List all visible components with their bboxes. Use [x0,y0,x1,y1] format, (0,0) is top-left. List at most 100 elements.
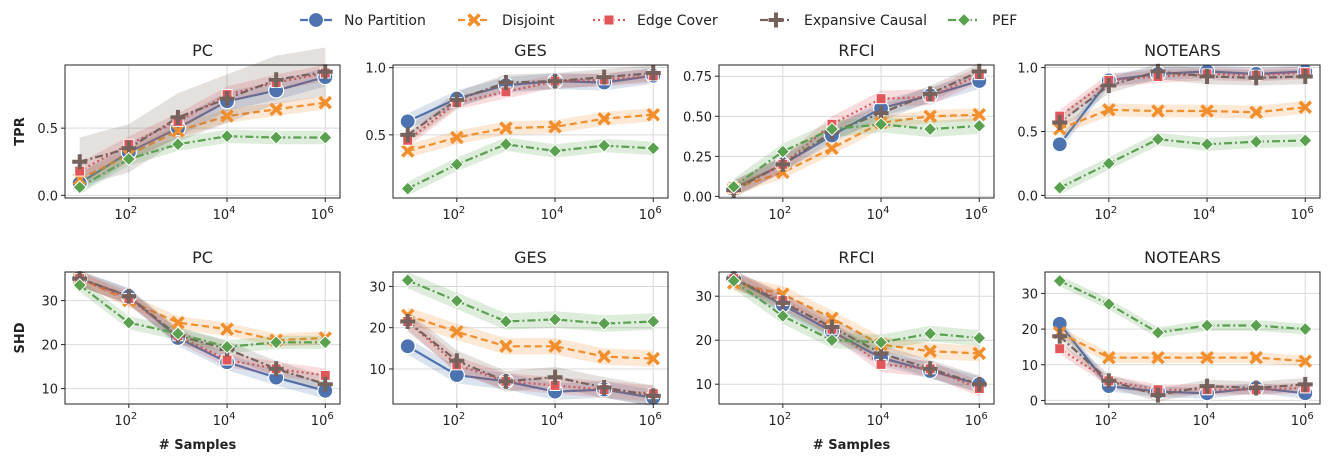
series-expansive-causal [1059,63,1306,131]
data-point [1199,318,1215,333]
data-point [1298,100,1313,114]
data-point [1200,350,1214,365]
data-point [1248,134,1264,149]
x-tick-label: 106 [1291,205,1314,223]
series-no-partition [79,67,326,193]
data-point [1052,115,1068,131]
data-point [824,332,840,348]
series-edge-cover [79,271,326,383]
ci-band [79,67,326,193]
data-point [1248,380,1264,396]
data-point [972,346,987,361]
data-point [1051,136,1068,153]
ci-band [733,269,980,393]
x-axis-label: # Samples [159,438,237,453]
axes-frame [392,271,669,405]
data-point [922,121,938,137]
series-pef [1059,132,1306,195]
panel-title: PC [192,248,213,267]
data-point [449,353,465,369]
y-tick-label: 10 [695,378,712,393]
markers-expansive-causal [400,314,661,404]
data-point [775,156,791,172]
series-line [733,70,980,191]
legend-item-edge-cover: Edge Cover [593,13,718,29]
data-point [499,339,513,353]
x-tick-label: 106 [311,205,334,223]
y-tick-label: 30 [41,295,58,310]
series-line [407,74,654,142]
data-point [1150,325,1166,340]
series-line [733,123,980,188]
legend-label: Expansive Causal [804,13,927,29]
series-edge-cover [1059,343,1306,396]
data-point [646,141,661,156]
series-line [733,279,980,344]
data-point [170,137,186,152]
x-tick-label: 102 [114,411,137,429]
data-point [923,344,937,358]
markers-expansive-causal [400,65,661,143]
data-point [548,120,562,134]
series-edge-cover [1059,66,1306,123]
panel-shd-ges-5: 10 20 30 102 104 106 GES [369,248,669,429]
markers-expansive-causal [1052,328,1313,403]
x-tick-label: 102 [114,205,137,223]
data-point [646,351,661,366]
data-point [318,95,333,110]
y-tick-label: 0 [1030,394,1038,409]
series-line [406,320,654,395]
x-tick-label: 104 [541,411,564,429]
y-tick-label: 30 [369,280,386,295]
data-point [449,92,465,108]
ci-band [407,311,654,407]
data-point [1054,343,1066,355]
data-point [220,109,234,123]
data-point [922,326,938,341]
data-point [775,144,791,159]
panel-tpr-rfci-2: 0.00 0.25 0.50 0.75 102 104 106 RFCI [683,41,995,223]
data-point [399,338,416,355]
series-disjoint [733,275,980,362]
data-point [972,330,987,346]
series-line [79,72,326,173]
data-point [922,361,938,377]
panel-shd-notears-7: 0 10 20 30 102 104 106 NOTEARS [1021,248,1321,429]
series-line [407,72,654,136]
data-point [498,314,514,329]
data-point [317,64,333,80]
series-line [79,70,326,163]
ci-band [79,65,326,180]
series-line [407,320,654,397]
series-disjoint [1059,100,1306,136]
data-point [318,335,333,350]
x-tick-label: 104 [213,411,236,429]
x-tick-label: 104 [1193,411,1216,429]
series-pef [1059,275,1306,338]
y-tick-label: 1.0 [365,62,386,77]
series-disjoint [79,95,326,186]
series-pef [407,272,654,332]
x-tick-label: 106 [965,411,988,429]
data-point [645,388,661,404]
series-disjoint [1059,327,1306,367]
x-tick-label: 106 [639,411,662,429]
x-tick-label: 106 [639,205,662,223]
data-point [1199,378,1215,394]
y-tick-label: 20 [41,339,58,354]
ci-band [407,65,654,143]
x-tick-label: 102 [768,205,791,223]
y-tick-label: 0.25 [683,150,712,165]
data-point [219,128,235,144]
data-point [971,63,987,79]
series-line [1059,106,1306,130]
series-line [407,143,654,190]
panel-title: NOTEARS [1144,41,1221,60]
axes-frame [718,64,995,199]
series-line [733,113,980,190]
data-point [1298,133,1313,148]
y-tick-label: 0.50 [683,110,712,125]
y-tick-label: 0.5 [365,129,386,144]
data-point [646,314,661,329]
ci-band [407,272,654,332]
